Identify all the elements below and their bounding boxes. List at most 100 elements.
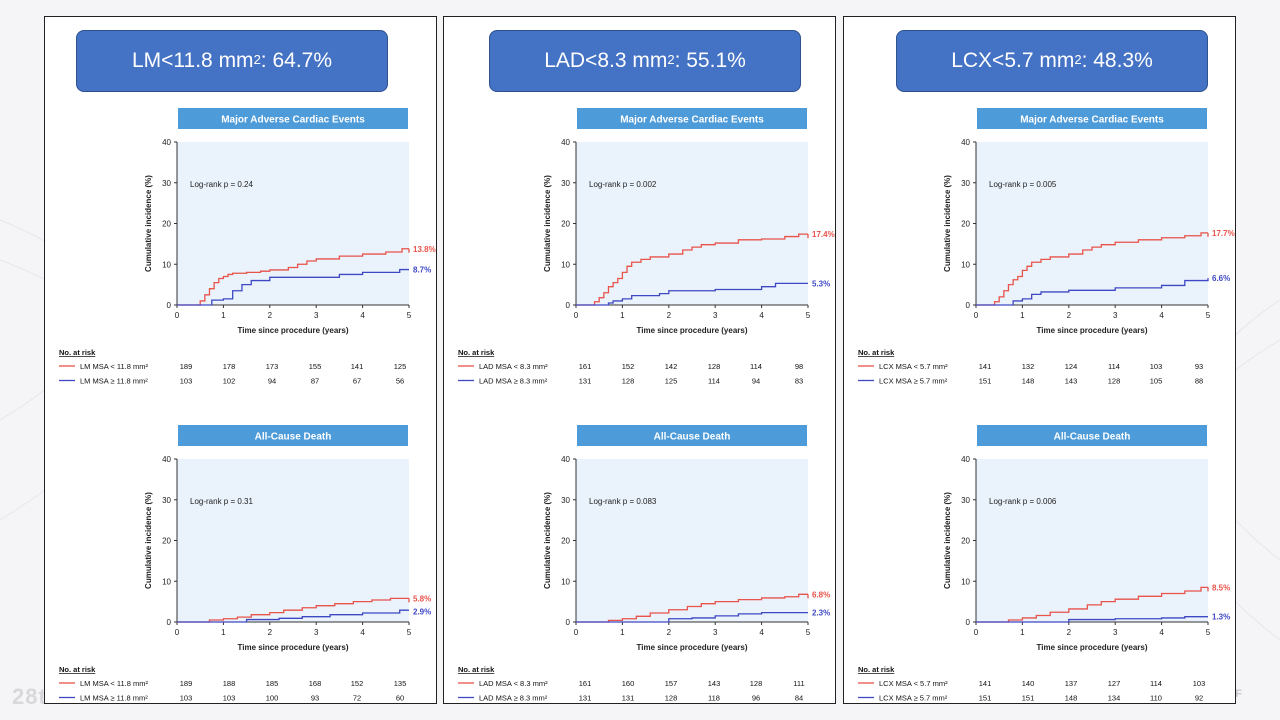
y-tick-label: 30: [961, 179, 970, 188]
risk-value: 67: [353, 377, 361, 386]
risk-value: 168: [309, 679, 322, 688]
risk-row-label: LAD MSA < 8.3 mm²: [479, 679, 548, 688]
y-tick-label: 0: [167, 301, 172, 310]
risk-table-heading: No. at risk: [858, 348, 895, 357]
x-tick-label: 5: [1206, 628, 1211, 637]
x-tick-label: 1: [620, 628, 625, 637]
risk-row-label: LCX MSA < 5.7 mm²: [879, 362, 948, 371]
risk-value: 56: [396, 377, 404, 386]
header-tail: : 64.7%: [260, 49, 333, 72]
chart-title: All-Cause Death: [255, 432, 332, 443]
end-label-blue: 5.3%: [812, 279, 830, 288]
x-axis-label: Time since procedure (years): [1036, 326, 1147, 335]
end-label-red: 17.7%: [1212, 229, 1235, 238]
x-tick-label: 4: [759, 628, 764, 637]
risk-row-label: LCX MSA < 5.7 mm²: [879, 679, 948, 688]
header-sup: 2: [667, 51, 675, 67]
x-tick-label: 2: [1067, 311, 1072, 320]
x-tick-label: 3: [314, 628, 319, 637]
risk-value: 131: [579, 694, 592, 703]
x-tick-label: 5: [806, 628, 811, 637]
y-tick-label: 0: [966, 301, 971, 310]
risk-value: 110: [1150, 694, 1162, 703]
y-tick-label: 30: [961, 496, 970, 505]
risk-row-label: LM MSA < 11.8 mm²: [80, 362, 149, 371]
x-tick-label: 4: [1159, 628, 1164, 637]
logrank-text: Log-rank p = 0.24: [190, 180, 253, 189]
y-tick-label: 30: [162, 496, 171, 505]
end-label-blue: 1.3%: [1212, 613, 1230, 622]
x-tick-label: 4: [759, 311, 764, 320]
x-axis-label: Time since procedure (years): [237, 326, 348, 335]
risk-value: 98: [795, 362, 803, 371]
risk-value: 105: [1150, 377, 1163, 386]
risk-table-heading: No. at risk: [458, 348, 495, 357]
y-tick-label: 0: [566, 618, 571, 627]
y-tick-label: 10: [561, 577, 570, 586]
risk-value: 93: [311, 694, 319, 703]
header-tail: : 48.3%: [1081, 49, 1153, 72]
x-tick-label: 5: [407, 311, 412, 320]
x-tick-label: 3: [314, 311, 319, 320]
series-line-red: [976, 586, 1208, 623]
y-tick-label: 30: [162, 179, 171, 188]
plot-area: [177, 142, 409, 305]
panel-header: LCX<5.7 mm 2: 48.3%: [896, 30, 1208, 92]
y-tick-label: 40: [162, 455, 171, 464]
y-tick-label: 30: [561, 496, 570, 505]
y-axis-label: Cumulative incidence (%): [543, 175, 552, 272]
risk-value: 125: [665, 377, 678, 386]
y-tick-label: 20: [961, 537, 970, 546]
y-tick-label: 10: [561, 260, 570, 269]
chart-title: All-Cause Death: [654, 432, 731, 443]
x-tick-label: 3: [713, 311, 718, 320]
risk-value: 103: [180, 377, 193, 386]
risk-value: 100: [266, 694, 279, 703]
series-line-blue: [177, 268, 409, 306]
risk-value: 188: [223, 679, 236, 688]
y-tick-label: 20: [961, 220, 970, 229]
x-tick-label: 4: [360, 628, 365, 637]
series-line-red: [177, 597, 409, 623]
risk-row-label: LM MSA ≥ 11.8 mm²: [80, 694, 148, 703]
x-tick-label: 3: [713, 628, 718, 637]
chart-title-bar: [178, 108, 408, 129]
risk-value: 60: [396, 694, 404, 703]
x-tick-label: 1: [1020, 311, 1025, 320]
chart-title-bar: [577, 108, 807, 129]
y-tick-label: 10: [162, 260, 171, 269]
end-label-blue: 6.6%: [1212, 274, 1230, 283]
risk-value: 128: [750, 679, 763, 688]
x-tick-label: 0: [175, 311, 180, 320]
risk-row-label: LM MSA < 11.8 mm²: [80, 679, 149, 688]
risk-row-label: LAD MSA ≥ 8.3 mm²: [479, 694, 548, 703]
risk-value: 178: [223, 362, 236, 371]
logrank-text: Log-rank p = 0.083: [589, 497, 657, 506]
logrank-text: Log-rank p = 0.005: [989, 180, 1057, 189]
header-main: LM<11.8 mm: [131, 49, 254, 72]
panel-lcx: LCX<5.7 mm 2: 48.3% Major Adverse Cardiac…: [843, 16, 1236, 704]
risk-value: 142: [665, 362, 678, 371]
risk-value: 131: [622, 694, 635, 703]
risk-value: 161: [579, 362, 592, 371]
x-axis-label: Time since procedure (years): [636, 643, 747, 652]
risk-value: 88: [1195, 377, 1203, 386]
risk-value: 189: [180, 679, 193, 688]
x-tick-label: 4: [1159, 311, 1164, 320]
risk-value: 141: [351, 362, 364, 371]
end-label-red: 6.8%: [812, 590, 830, 599]
x-tick-label: 0: [574, 628, 579, 637]
y-tick-label: 30: [561, 179, 570, 188]
x-tick-label: 0: [974, 311, 979, 320]
x-tick-label: 1: [620, 311, 625, 320]
x-tick-label: 2: [268, 628, 273, 637]
x-tick-label: 2: [667, 311, 672, 320]
plot-area: [177, 459, 409, 622]
risk-value: 185: [266, 679, 279, 688]
x-tick-label: 5: [407, 628, 412, 637]
chart-title: Major Adverse Cardiac Events: [221, 115, 365, 126]
km-chart-death: All-Cause Death 0 10 20 30 40 0 1 2 3 4 5 Time since…: [858, 425, 1230, 703]
risk-value: 103: [223, 694, 236, 703]
end-label-red: 5.8%: [413, 594, 431, 603]
